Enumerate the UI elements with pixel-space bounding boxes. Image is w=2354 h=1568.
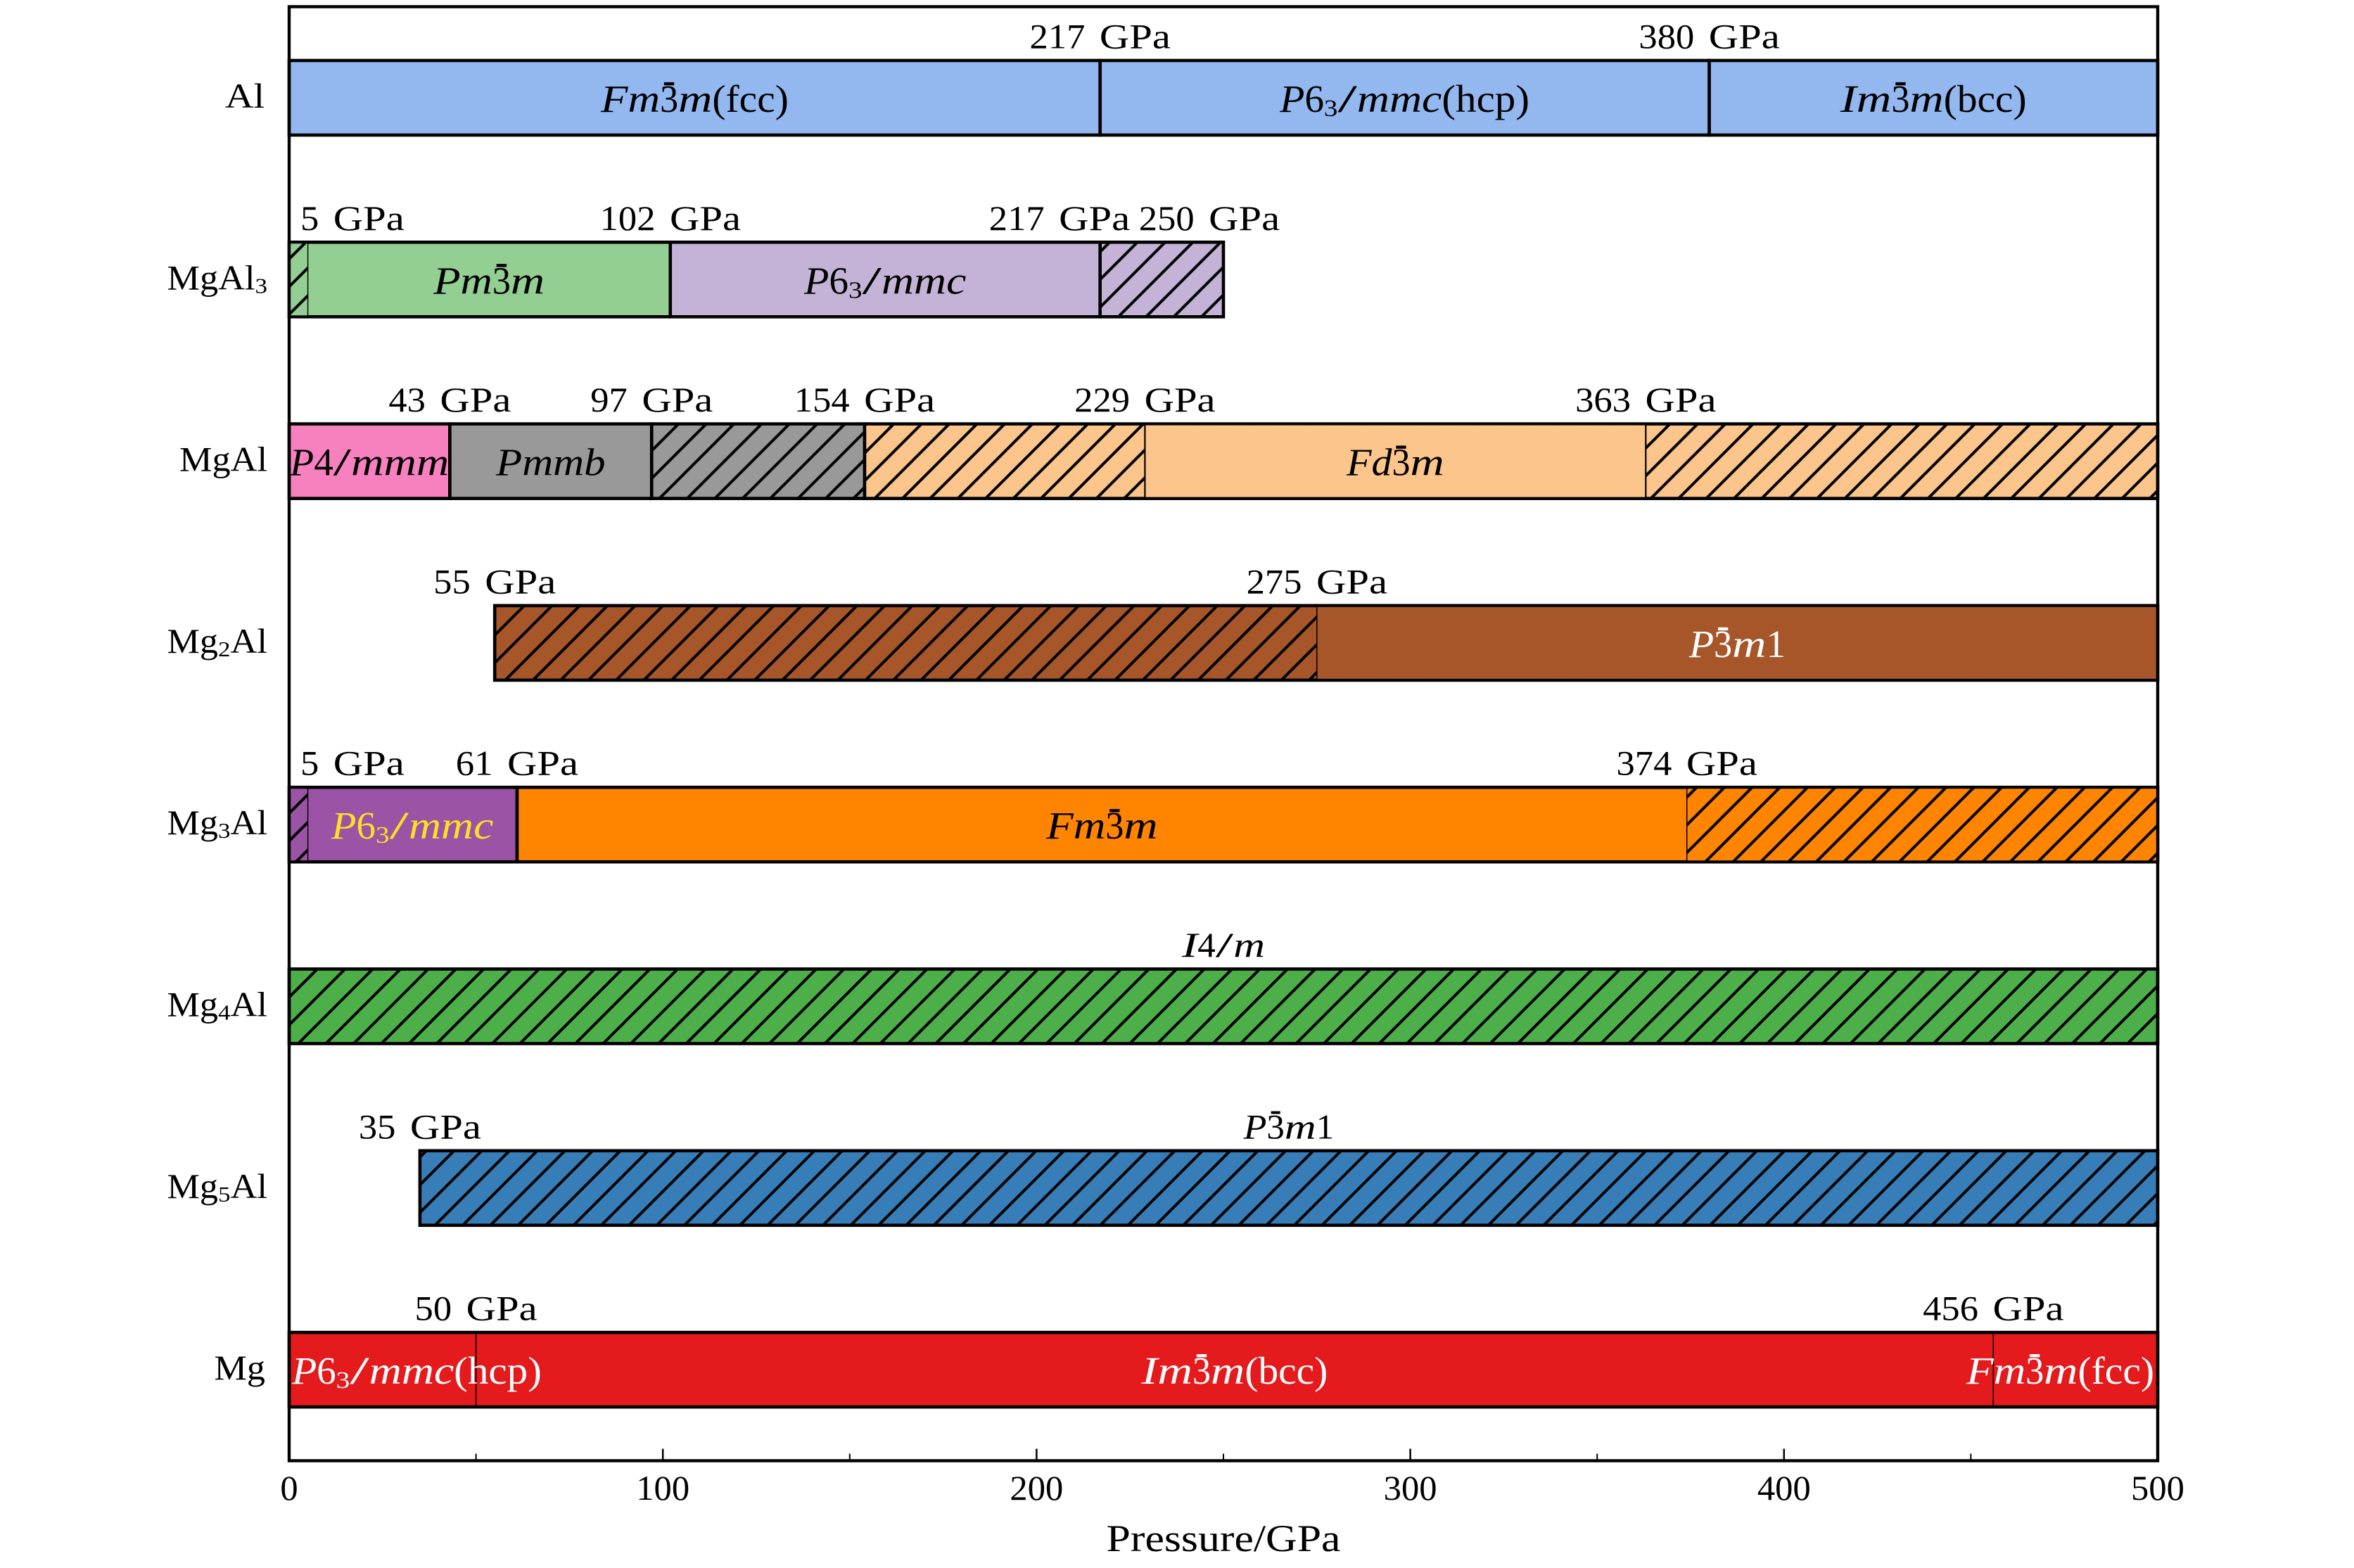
svg-text:P4/mmm: P4/mmm bbox=[289, 441, 449, 484]
svg-text:374 GPa: 374 GPa bbox=[1617, 744, 1757, 783]
svg-text:P63/mmc: P63/mmc bbox=[803, 259, 966, 303]
svg-text:P63/mmc(hcp): P63/mmc(hcp) bbox=[1279, 77, 1529, 122]
svg-text:380 GPa: 380 GPa bbox=[1639, 17, 1779, 56]
svg-text:500: 500 bbox=[2131, 1468, 2184, 1508]
svg-text:I4/m: I4/m bbox=[1181, 925, 1266, 964]
svg-text:MgAl3: MgAl3 bbox=[167, 257, 268, 298]
svg-text:Fm3m(fcc): Fm3m(fcc) bbox=[600, 77, 789, 120]
svg-text:61 GPa: 61 GPa bbox=[456, 744, 578, 783]
svg-text:154 GPa: 154 GPa bbox=[794, 380, 935, 419]
svg-text:Mg: Mg bbox=[215, 1348, 266, 1387]
svg-text:363 GPa: 363 GPa bbox=[1575, 380, 1716, 419]
svg-text:5 GPa: 5 GPa bbox=[300, 744, 405, 783]
svg-text:MgAl: MgAl bbox=[179, 440, 267, 479]
svg-text:Im3m(bcc): Im3m(bcc) bbox=[1140, 1349, 1328, 1392]
svg-text:35 GPa: 35 GPa bbox=[359, 1107, 481, 1146]
svg-text:55 GPa: 55 GPa bbox=[433, 561, 556, 601]
svg-text:5 GPa: 5 GPa bbox=[300, 198, 405, 238]
svg-text:200: 200 bbox=[1010, 1468, 1063, 1508]
svg-text:217 GPa: 217 GPa bbox=[989, 198, 1130, 238]
svg-text:Pm3m: Pm3m bbox=[433, 259, 545, 302]
svg-text:102 GPa: 102 GPa bbox=[600, 198, 741, 238]
svg-text:Pmmb: Pmmb bbox=[495, 441, 606, 484]
svg-text:400: 400 bbox=[1757, 1468, 1811, 1508]
svg-text:P3m1: P3m1 bbox=[1243, 1107, 1335, 1146]
svg-text:P63/mmc: P63/mmc bbox=[331, 804, 493, 848]
svg-text:456 GPa: 456 GPa bbox=[1923, 1289, 2063, 1328]
svg-text:Im3m(bcc): Im3m(bcc) bbox=[1840, 77, 2027, 120]
svg-text:43 GPa: 43 GPa bbox=[388, 380, 511, 419]
svg-text:Pressure/GPa: Pressure/GPa bbox=[1107, 1517, 1341, 1560]
svg-text:229 GPa: 229 GPa bbox=[1074, 380, 1215, 419]
svg-text:97 GPa: 97 GPa bbox=[590, 380, 713, 419]
svg-text:Fm3m(fcc): Fm3m(fcc) bbox=[1966, 1349, 2154, 1392]
svg-text:217 GPa: 217 GPa bbox=[1030, 17, 1171, 56]
svg-text:Fm3m: Fm3m bbox=[1045, 804, 1158, 847]
svg-text:Al: Al bbox=[225, 76, 265, 115]
svg-text:300: 300 bbox=[1384, 1468, 1437, 1508]
svg-text:Mg3Al: Mg3Al bbox=[167, 803, 268, 843]
svg-text:0: 0 bbox=[280, 1468, 298, 1508]
svg-text:Fd3m: Fd3m bbox=[1346, 441, 1444, 484]
svg-text:275 GPa: 275 GPa bbox=[1247, 561, 1387, 601]
svg-text:P3m1: P3m1 bbox=[1688, 623, 1786, 665]
svg-text:Mg2Al: Mg2Al bbox=[167, 621, 268, 661]
svg-text:100: 100 bbox=[636, 1468, 689, 1508]
svg-text:P63/mmc(hcp): P63/mmc(hcp) bbox=[291, 1349, 542, 1394]
svg-text:Mg5Al: Mg5Al bbox=[167, 1166, 268, 1206]
svg-text:Mg4Al: Mg4Al bbox=[167, 985, 268, 1025]
svg-text:250 GPa: 250 GPa bbox=[1139, 198, 1280, 238]
svg-text:50 GPa: 50 GPa bbox=[415, 1289, 537, 1328]
